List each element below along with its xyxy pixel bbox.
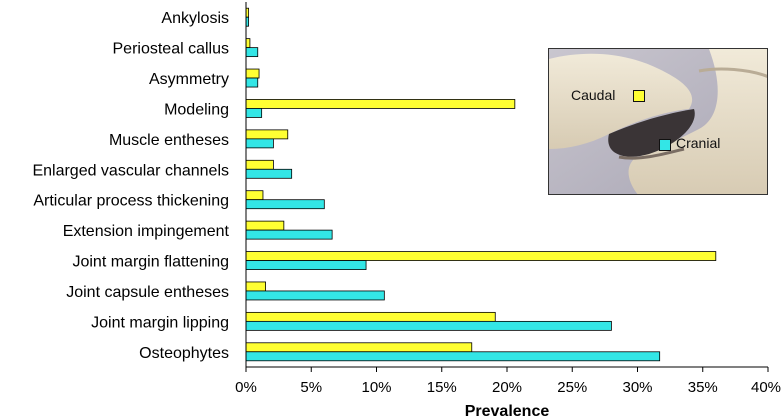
x-tick-label: 35% — [688, 379, 718, 396]
bar-caudal-5 — [245, 159, 274, 170]
bar-cranial-1 — [245, 47, 259, 58]
x-tick-label: 0% — [235, 379, 257, 396]
category-labels: Ankylosis Periosteal callus Asymmetry Model… — [32, 10, 229, 362]
bar-caudal-1 — [245, 38, 251, 49]
bar-cranial-7 — [245, 229, 333, 240]
legend-photo-inset: Caudal Cranial — [548, 48, 768, 195]
legend-label-cranial: Cranial — [676, 135, 721, 151]
legend-swatch-cranial — [659, 139, 671, 151]
legend-swatch-caudal — [633, 90, 645, 102]
x-tick-label: 25% — [557, 379, 587, 396]
legend-label-caudal: Caudal — [571, 87, 616, 103]
x-tick-label: 10% — [361, 379, 391, 396]
x-ticks: 0% 5% 10% 15% 20% 25% 30% 35% 40% — [235, 367, 781, 396]
bar-caudal-3 — [245, 99, 516, 109]
x-tick-label: 5% — [300, 379, 322, 396]
x-axis-title: Prevalence — [465, 403, 550, 418]
x-tick-label: 15% — [427, 379, 457, 396]
bar-cranial-6 — [245, 199, 325, 210]
category-label: Articular process thickening — [33, 193, 229, 210]
bar-caudal-8 — [245, 251, 717, 261]
bar-cranial-9 — [245, 290, 385, 301]
bar-caudal-10 — [245, 311, 496, 322]
bar-caudal-11 — [245, 342, 473, 353]
category-label: Joint margin flattening — [72, 254, 229, 271]
category-label: Joint margin lipping — [91, 314, 229, 331]
bar-cranial-11 — [245, 351, 661, 362]
bar-caudal-4 — [245, 129, 289, 140]
category-label: Modeling — [164, 101, 229, 118]
bar-cranial-5 — [245, 168, 293, 179]
category-label: Muscle entheses — [109, 132, 229, 149]
bar-caudal-6 — [245, 190, 264, 201]
bar-cranial-4 — [245, 138, 274, 149]
bar-cranial-10 — [245, 320, 612, 331]
category-label: Enlarged vascular channels — [32, 162, 229, 179]
vertebra-photo — [549, 49, 767, 194]
bar-caudal-7 — [245, 220, 285, 231]
category-label: Ankylosis — [161, 10, 229, 27]
bar-caudal-9 — [245, 281, 266, 292]
x-tick-label: 40% — [751, 379, 781, 396]
x-tick-label: 20% — [492, 379, 522, 396]
category-label: Osteophytes — [139, 345, 229, 362]
bar-cranial-2 — [245, 77, 259, 88]
category-label: Asymmetry — [149, 71, 229, 88]
bar-caudal-2 — [245, 68, 260, 79]
category-label: Periosteal callus — [113, 41, 230, 58]
bar-cranial-3 — [245, 108, 263, 118]
bar-cranial-8 — [245, 260, 367, 270]
x-tick-label: 30% — [622, 379, 652, 396]
category-label: Joint capsule entheses — [66, 284, 229, 301]
category-label: Extension impingement — [63, 223, 230, 240]
